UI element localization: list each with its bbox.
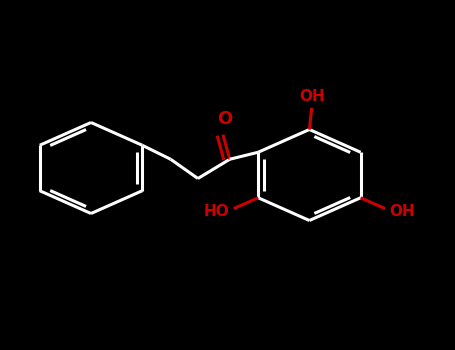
Text: OH: OH <box>299 89 324 104</box>
Text: O: O <box>217 111 233 128</box>
Text: HO: HO <box>203 204 229 219</box>
Text: OH: OH <box>389 204 415 219</box>
